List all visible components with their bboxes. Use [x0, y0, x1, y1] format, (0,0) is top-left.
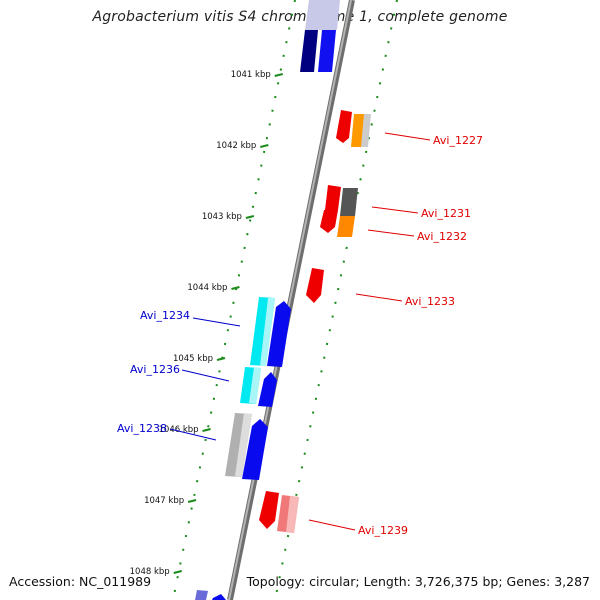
gene-navy-top[interactable]: [300, 30, 318, 72]
gene-blue-1236[interactable]: [258, 372, 277, 407]
gene-label[interactable]: Avi_1234: [140, 309, 190, 322]
gene-blue-1234[interactable]: [267, 301, 291, 367]
kbp-tick-label: 1045 kbp: [173, 354, 213, 364]
kbp-tick-mark: [216, 357, 226, 361]
gene-labels: Avi_1227 Avi_1231 Avi_1232 Avi_1233 Avi_…: [117, 134, 483, 537]
gene-orange-1227[interactable]: [351, 114, 365, 147]
gene-avi-1239-shade: [286, 496, 299, 533]
genome-summary-text: Topology: circular; Length: 3,726,375 bp…: [246, 574, 590, 589]
kbp-tick-mark: [173, 570, 182, 574]
kbp-tick-mark: [187, 499, 197, 503]
accession-text: Accession: NC_011989: [9, 574, 152, 589]
gene-red-upper[interactable]: [325, 185, 341, 210]
gene-gray-1227[interactable]: [361, 114, 371, 147]
kbp-tick-label: 1042 kbp: [216, 141, 256, 151]
inner-dotted-ring: [172, 0, 296, 600]
kbp-tick-mark: [202, 428, 211, 432]
kbp-ticks: 1041 kbp 1042 kbp 1043 kbp 1044 kbp 1045 kbp…: [130, 70, 283, 577]
kbp-tick-mark: [231, 286, 240, 290]
kbp-tick-label: 1041 kbp: [231, 70, 271, 80]
gene-red-1239[interactable]: [259, 491, 279, 529]
gene-label[interactable]: Avi_1236: [130, 363, 180, 376]
chromosome-backbone: [227, 0, 355, 600]
gene-avi-1231[interactable]: [340, 188, 358, 216]
gene-slate-bottom[interactable]: [195, 590, 208, 600]
gene-avi-1232[interactable]: [337, 216, 355, 237]
gene-blue-top[interactable]: [318, 30, 336, 72]
gene-label[interactable]: Avi_1239: [358, 524, 408, 537]
kbp-tick-label: 1046 kbp: [159, 425, 199, 435]
gene-label[interactable]: Avi_1238: [117, 422, 167, 435]
gene-red-lower[interactable]: [320, 210, 338, 233]
gene-avi-1234-shade: [260, 298, 275, 366]
kbp-tick-mark: [245, 215, 255, 219]
gene-label[interactable]: Avi_1227: [433, 134, 483, 147]
gene-label[interactable]: Avi_1233: [405, 295, 455, 308]
kbp-tick-label: 1044 kbp: [187, 283, 227, 293]
kbp-tick-label: 1043 kbp: [202, 212, 242, 222]
kbp-tick-label: 1048 kbp: [130, 567, 170, 577]
gene-avi-1236-shade: [249, 367, 261, 404]
kbp-tick-mark: [274, 73, 283, 77]
map-title: Agrobacterium vitis S4 chromosome 1, com…: [92, 9, 508, 25]
gene-label[interactable]: Avi_1231: [421, 207, 471, 220]
gene-avi-1238-shade: [235, 413, 252, 477]
kbp-tick-mark: [260, 144, 269, 148]
gene-features: [195, 0, 371, 600]
gene-avi-1233[interactable]: [306, 268, 324, 303]
label-leader-lines: [169, 132, 431, 531]
gene-avi-1227[interactable]: [336, 110, 352, 143]
kbp-tick-label: 1047 kbp: [144, 496, 184, 506]
gene-shade-top: [305, 0, 340, 30]
gene-blue-1238[interactable]: [242, 419, 268, 480]
gene-label[interactable]: Avi_1232: [417, 230, 467, 243]
gene-blue-bottom[interactable]: [212, 594, 226, 600]
